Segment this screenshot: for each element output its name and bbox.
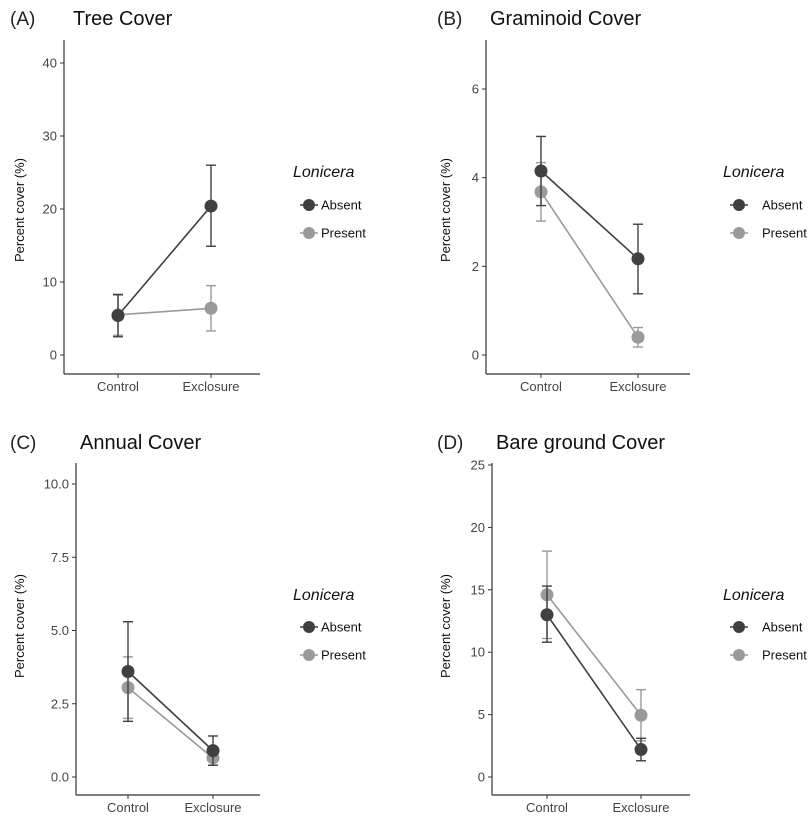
series-absent (534, 135, 645, 295)
data-point (534, 164, 548, 178)
legend-label-absent: Absent (762, 620, 803, 635)
legend: Lonicera Absent Present (723, 587, 807, 663)
y-tick-label: 20 (471, 520, 485, 535)
series-absent (111, 164, 218, 338)
data-point (121, 665, 135, 679)
chart-title: Tree Cover (73, 8, 173, 30)
legend-label-absent: Absent (321, 620, 362, 635)
x-tick-label: Control (97, 379, 139, 394)
legend-key-marker (733, 621, 745, 633)
legend-key-marker (303, 621, 315, 633)
y-tick-label: 25 (471, 458, 485, 473)
y-axis-label: Percent cover (%) (12, 158, 27, 262)
chart-title: Annual Cover (80, 432, 202, 454)
panel-letter: (B) (437, 9, 462, 30)
x-tick-label: Exclosure (612, 800, 669, 815)
series-present (540, 550, 648, 742)
y-tick-label: 0 (50, 348, 57, 363)
legend-key-marker (303, 649, 315, 661)
legend-key-marker (733, 199, 745, 211)
data-point (540, 608, 554, 622)
y-tick-label: 20 (43, 202, 57, 217)
series-line (540, 170, 639, 260)
y-tick-label: 0 (478, 770, 485, 785)
legend-key-marker (733, 227, 745, 239)
chart-panel-3: (C) Annual Cover 0.0 2.5 5.0 7.5 10.0 Control Ex… (10, 432, 366, 815)
data-point (204, 301, 218, 315)
x-tick-label: Exclosure (182, 379, 239, 394)
series-absent (540, 585, 648, 762)
series-line (540, 191, 639, 338)
y-tick-label: 40 (43, 56, 57, 71)
legend: Lonicera Absent Present (293, 164, 366, 241)
y-tick-label: 7.5 (51, 550, 69, 565)
y-axis-label: Percent cover (%) (438, 158, 453, 262)
legend-title: Lonicera (293, 164, 354, 181)
data-point (631, 252, 645, 266)
panel-letter: (D) (437, 433, 463, 454)
series-line (127, 670, 214, 752)
data-point (631, 330, 645, 344)
y-tick-label: 10 (43, 275, 57, 290)
chart-panel-4: (D) Bare ground Cover 0 5 10 15 20 25 Control Exc… (437, 432, 807, 815)
y-tick-label: 4 (472, 170, 479, 185)
y-tick-label: 2.5 (51, 696, 69, 711)
series-line (117, 205, 212, 317)
data-point (204, 199, 218, 213)
legend-key-marker (733, 649, 745, 661)
x-tick-label: Exclosure (609, 379, 666, 394)
y-tick-label: 30 (43, 129, 57, 144)
x-tick-label: Control (520, 379, 562, 394)
legend-title: Lonicera (293, 587, 354, 604)
legend-label-present: Present (762, 648, 807, 663)
legend-title: Lonicera (723, 164, 784, 181)
series-line (546, 614, 642, 751)
x-tick-label: Control (526, 800, 568, 815)
data-point (634, 708, 648, 722)
chart-panel-1: (A) Tree Cover 0 10 20 30 40 Control Exclosure Pe… (10, 8, 366, 394)
panel-letter: (C) (10, 433, 36, 454)
series-line (546, 594, 642, 716)
legend-label-present: Present (321, 648, 366, 663)
legend-label-present: Present (762, 226, 807, 241)
series-present (534, 161, 645, 348)
panel-letter: (A) (10, 9, 35, 30)
series-line (117, 307, 212, 316)
chart-title: Bare ground Cover (496, 432, 665, 454)
y-tick-label: 2 (472, 259, 479, 274)
legend-key-marker (303, 199, 315, 211)
series-present (111, 284, 218, 336)
y-axis-label: Percent cover (%) (438, 574, 453, 678)
y-tick-label: 10.0 (44, 477, 69, 492)
legend: Lonicera Absent Present (723, 164, 807, 241)
x-tick-label: Control (107, 800, 149, 815)
series-absent (121, 621, 220, 766)
legend-label-absent: Absent (762, 198, 803, 213)
y-tick-label: 0 (472, 348, 479, 363)
y-tick-label: 10 (471, 645, 485, 660)
legend-title: Lonicera (723, 587, 784, 604)
x-tick-label: Exclosure (184, 800, 241, 815)
y-tick-label: 5.0 (51, 623, 69, 638)
data-point (634, 743, 648, 757)
legend-key-marker (303, 227, 315, 239)
legend-label-present: Present (321, 226, 366, 241)
y-tick-label: 0.0 (51, 770, 69, 785)
series-line (127, 687, 214, 759)
chart-panel-2: (B) Graminoid Cover 0 2 4 6 Control Exclosure Pe… (437, 8, 807, 394)
y-axis-label: Percent cover (%) (12, 574, 27, 678)
legend-label-absent: Absent (321, 198, 362, 213)
legend: Lonicera Absent Present (293, 587, 366, 663)
data-point (111, 309, 125, 323)
data-point (206, 744, 220, 758)
y-tick-label: 15 (471, 582, 485, 597)
y-tick-label: 5 (478, 707, 485, 722)
chart-title: Graminoid Cover (490, 8, 642, 30)
y-tick-label: 6 (472, 82, 479, 97)
